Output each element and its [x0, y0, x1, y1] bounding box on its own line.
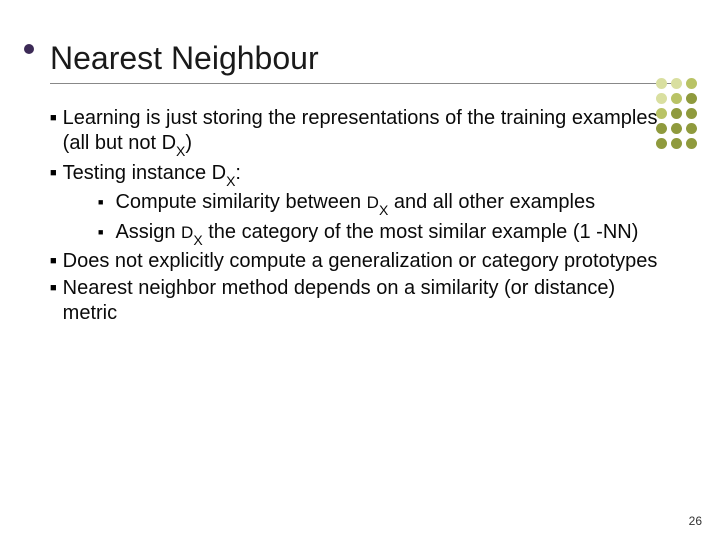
- text-span: Testing instance D: [63, 162, 226, 184]
- slide-title: Nearest Neighbour: [50, 40, 680, 77]
- text-span: ): [185, 132, 192, 154]
- text-span: and all other examples: [388, 191, 595, 213]
- text-span: D: [367, 193, 379, 212]
- subscript: X: [379, 202, 388, 218]
- square-bullet-icon: ■: [50, 167, 57, 189]
- page-number: 26: [689, 514, 702, 528]
- dot-icon: [656, 108, 667, 119]
- text-span: :: [235, 162, 241, 184]
- bullet-text: Assign DX the category of the most simil…: [115, 220, 660, 248]
- text-span: Compute similarity between: [115, 191, 366, 213]
- bullet-text: Does not explicitly compute a generaliza…: [63, 249, 660, 274]
- slide-body: ■ Learning is just storing the represent…: [50, 106, 660, 326]
- subscript: X: [193, 232, 202, 248]
- bullet-text: Nearest neighbor method depends on a sim…: [63, 276, 660, 326]
- dot-icon: [671, 138, 682, 149]
- decorative-dot-grid: [656, 78, 698, 150]
- title-accent-dot: [24, 44, 34, 54]
- bullet-item: ■ Nearest neighbor method depends on a s…: [50, 276, 660, 326]
- square-bullet-icon: ■: [98, 197, 103, 218]
- text-span: D: [181, 223, 193, 242]
- text-span: Learning is just storing the representat…: [63, 107, 658, 154]
- bullet-text: Learning is just storing the representat…: [63, 106, 660, 159]
- bullet-text: Compute similarity between DX and all ot…: [115, 190, 660, 218]
- dot-icon: [671, 78, 682, 89]
- dot-icon: [656, 123, 667, 134]
- text-span: the category of the most similar example…: [203, 221, 639, 243]
- bullet-item: ■ Testing instance DX:: [50, 161, 660, 189]
- sub-bullet-item: ■ Compute similarity between DX and all …: [98, 190, 660, 218]
- square-bullet-icon: ■: [98, 227, 103, 248]
- dot-icon: [686, 138, 697, 149]
- dot-icon: [671, 108, 682, 119]
- square-bullet-icon: ■: [50, 112, 57, 159]
- text-span: Assign: [115, 221, 181, 243]
- dot-icon: [656, 93, 667, 104]
- bullet-text: Testing instance DX:: [63, 161, 660, 189]
- subscript: X: [226, 173, 235, 189]
- title-divider: [50, 83, 680, 84]
- bullet-item: ■ Does not explicitly compute a generali…: [50, 249, 660, 274]
- square-bullet-icon: ■: [50, 255, 57, 274]
- sub-bullet-item: ■ Assign DX the category of the most sim…: [98, 220, 660, 248]
- slide: Nearest Neighbour ■ Learning is just sto…: [0, 0, 720, 540]
- dot-icon: [686, 108, 697, 119]
- dot-icon: [671, 93, 682, 104]
- dot-icon: [686, 78, 697, 89]
- dot-icon: [686, 123, 697, 134]
- dot-icon: [686, 93, 697, 104]
- dot-icon: [671, 123, 682, 134]
- square-bullet-icon: ■: [50, 282, 57, 326]
- dot-icon: [656, 78, 667, 89]
- dot-icon: [656, 138, 667, 149]
- bullet-item: ■ Learning is just storing the represent…: [50, 106, 660, 159]
- subscript: X: [176, 143, 185, 159]
- title-row: Nearest Neighbour: [50, 40, 680, 77]
